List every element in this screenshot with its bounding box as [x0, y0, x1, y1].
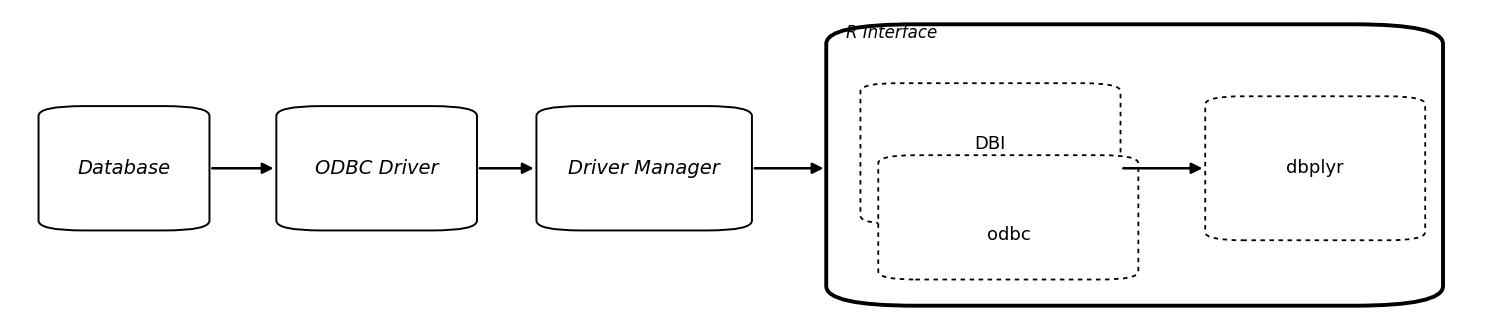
- FancyBboxPatch shape: [879, 155, 1139, 280]
- FancyBboxPatch shape: [826, 24, 1443, 306]
- Text: odbc: odbc: [987, 226, 1030, 244]
- FancyBboxPatch shape: [277, 106, 476, 230]
- Text: Database: Database: [77, 159, 171, 178]
- FancyBboxPatch shape: [1205, 96, 1425, 240]
- Text: DBI: DBI: [974, 135, 1005, 153]
- Text: ODBC Driver: ODBC Driver: [314, 159, 438, 178]
- Text: R Interface: R Interface: [846, 24, 937, 42]
- FancyBboxPatch shape: [39, 106, 210, 230]
- FancyBboxPatch shape: [536, 106, 752, 230]
- FancyBboxPatch shape: [861, 83, 1121, 224]
- Text: Driver Manager: Driver Manager: [569, 159, 721, 178]
- Text: dbplyr: dbplyr: [1286, 159, 1345, 177]
